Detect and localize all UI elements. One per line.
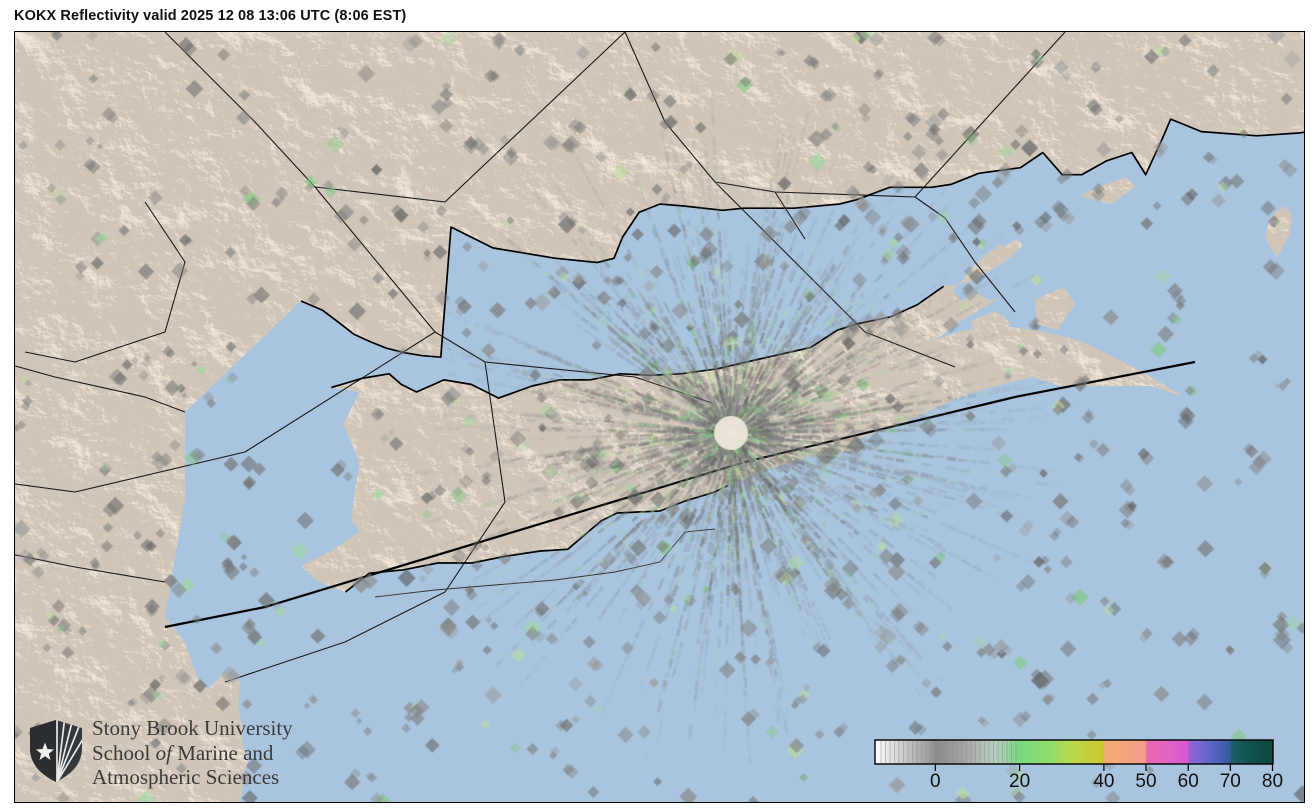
svg-text:80: 80	[1262, 771, 1283, 789]
svg-text:20: 20	[1009, 771, 1030, 789]
svg-text:40: 40	[1093, 771, 1114, 789]
svg-text:60: 60	[1178, 771, 1199, 789]
svg-text:70: 70	[1220, 771, 1241, 789]
svg-text:0: 0	[930, 771, 941, 789]
svg-text:50: 50	[1135, 771, 1156, 789]
